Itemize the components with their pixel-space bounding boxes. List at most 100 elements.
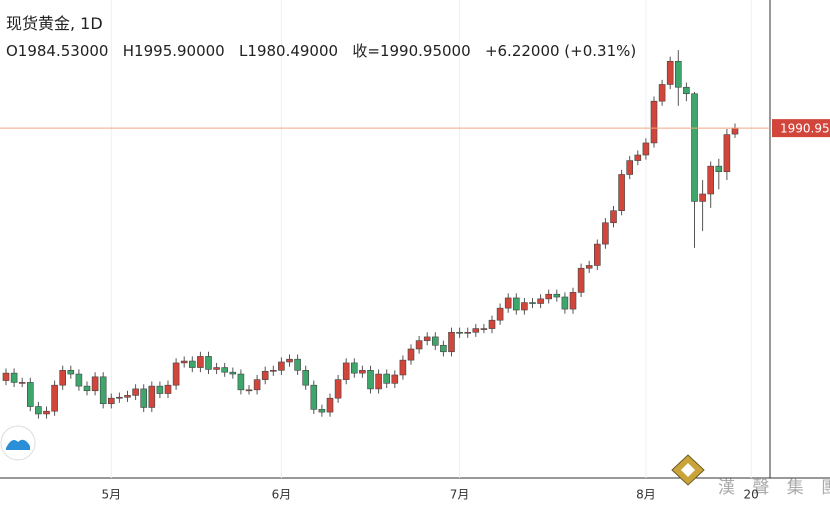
candle-body	[666, 60, 674, 85]
candle-body	[18, 382, 26, 384]
candle-body	[399, 359, 407, 376]
candle-body	[302, 370, 310, 386]
candle-body	[545, 293, 553, 300]
candle-body	[180, 360, 188, 364]
x-tick-label: 7月	[450, 488, 470, 502]
candle-body	[415, 340, 423, 350]
candle-body	[83, 385, 91, 392]
candle-body	[75, 373, 83, 387]
candle-body	[569, 292, 577, 310]
candle-body	[229, 371, 237, 375]
candle-body	[67, 370, 75, 375]
x-tick-label: 8月	[636, 488, 656, 502]
candle-body	[504, 297, 512, 309]
candle-body	[553, 293, 561, 298]
candle-body	[585, 265, 593, 269]
candle-body	[294, 358, 301, 371]
x-tick-label: 20	[744, 488, 759, 502]
candle-body	[561, 296, 569, 310]
candle-body	[650, 100, 658, 144]
candle-body	[318, 409, 326, 413]
candle-body	[674, 60, 682, 88]
candle-body	[691, 93, 698, 202]
candle-body	[237, 373, 245, 391]
ohlc-low: L1980.49000	[239, 42, 339, 60]
candle-body	[91, 376, 99, 392]
ohlc-open: O1984.53000	[6, 42, 109, 60]
candle-body	[26, 382, 34, 407]
candle-body	[707, 165, 715, 195]
x-tick-label: 6月	[272, 488, 292, 502]
candle-body	[2, 372, 10, 381]
candle-body	[43, 410, 50, 415]
candle-body	[626, 160, 634, 175]
candle-body	[512, 297, 520, 311]
candle-body	[164, 384, 172, 394]
watermark-logo-inner	[681, 463, 695, 477]
candle-body	[683, 86, 690, 95]
candle-body	[124, 395, 131, 398]
candle-body	[261, 370, 269, 380]
ohlc-change: +6.22000 (+0.31%)	[484, 42, 637, 60]
ohlc-close: 收=1990.95000	[352, 42, 471, 60]
candle-body	[577, 267, 585, 293]
candle-body	[440, 344, 447, 353]
candle-body	[350, 362, 358, 374]
candle-body	[197, 356, 204, 368]
candle-body	[269, 370, 277, 372]
candle-body	[278, 361, 285, 371]
candle-body	[108, 397, 115, 405]
candle-body	[521, 302, 528, 311]
candle-body	[496, 307, 504, 321]
logo-icon	[6, 439, 30, 450]
x-tick-label: 5月	[101, 488, 121, 502]
candle-body	[699, 193, 706, 202]
candle-body	[59, 370, 67, 386]
candle-body	[602, 222, 609, 245]
candle-body	[35, 406, 42, 415]
candle-body	[642, 142, 650, 156]
candle-body	[221, 367, 228, 373]
candle-body	[342, 362, 350, 380]
candle-body	[375, 373, 382, 390]
candle-body	[431, 336, 439, 346]
candle-body	[715, 165, 723, 173]
candle-body	[205, 356, 212, 370]
candle-body	[172, 362, 180, 386]
candle-body	[286, 358, 293, 363]
candle-body	[310, 384, 318, 410]
candle-body	[359, 370, 366, 374]
candle-body	[132, 388, 139, 396]
candle-body	[723, 134, 731, 173]
candle-body	[464, 331, 472, 334]
candle-body	[116, 396, 123, 399]
candle-body	[529, 302, 536, 304]
last-price-label: 1990.95	[780, 122, 830, 136]
candle-body	[480, 328, 488, 330]
candle-body	[537, 298, 544, 304]
candle-body	[407, 348, 415, 361]
candle-body	[51, 384, 58, 412]
candle-body	[618, 174, 625, 211]
candle-body	[99, 376, 107, 405]
candle-body	[456, 331, 463, 334]
candles	[2, 50, 739, 419]
candle-body	[253, 379, 261, 391]
candle-body	[156, 385, 164, 394]
candle-body	[140, 388, 147, 408]
candle-body	[423, 336, 431, 341]
grid	[110, 0, 752, 478]
candle-body	[148, 385, 156, 408]
candle-body	[448, 331, 455, 353]
last-price-tag	[772, 119, 830, 138]
candle-body	[634, 154, 642, 161]
candle-body	[213, 367, 220, 370]
candle-body	[326, 397, 334, 413]
candle-body	[391, 374, 399, 384]
chart-title[interactable]: 现货黄金, 1D	[6, 14, 103, 33]
candle-body	[383, 373, 391, 384]
candle-body	[593, 243, 601, 266]
